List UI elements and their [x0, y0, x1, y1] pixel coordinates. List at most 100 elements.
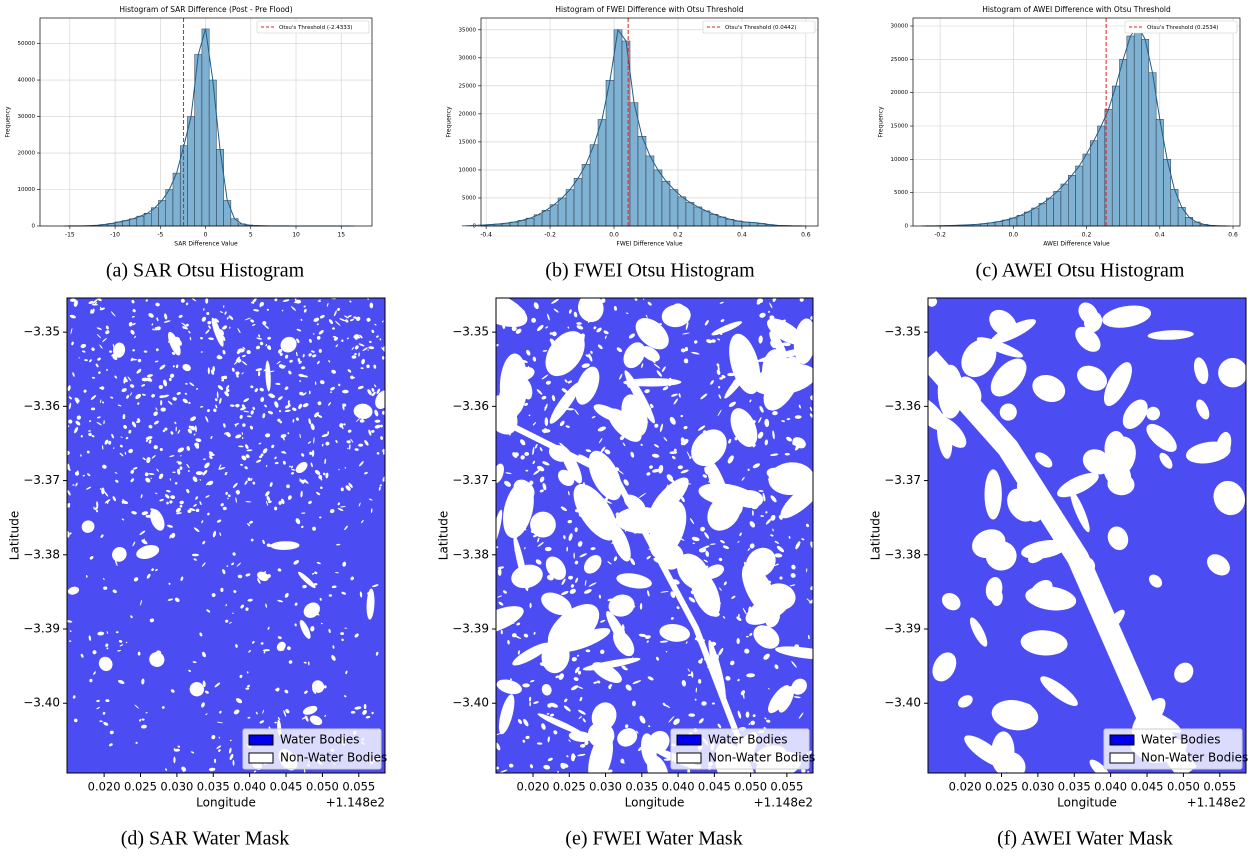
non-water-area	[290, 465, 294, 469]
non-water-area	[308, 338, 312, 343]
non-water-area	[302, 375, 308, 378]
non-water-area	[279, 352, 283, 356]
non-water-area	[125, 641, 128, 644]
non-water-area	[731, 595, 736, 599]
non-water-area	[541, 684, 552, 696]
non-water-area	[651, 516, 659, 521]
non-water-area	[185, 382, 188, 385]
non-water-area	[808, 339, 812, 343]
non-water-area	[96, 298, 102, 302]
non-water-area	[326, 302, 329, 307]
non-water-area	[191, 553, 199, 557]
non-water-area	[202, 540, 206, 545]
non-water-area	[266, 308, 270, 311]
non-water-area	[576, 334, 582, 338]
non-water-area	[758, 490, 764, 492]
non-water-area	[375, 651, 379, 656]
y-tick-label: 30000	[18, 114, 36, 120]
non-water-area	[617, 469, 624, 475]
map-raster	[496, 298, 813, 773]
non-water-area	[694, 340, 698, 344]
non-water-area	[98, 656, 113, 672]
non-water-area	[308, 353, 312, 357]
non-water-area	[590, 547, 596, 551]
non-water-area	[132, 541, 136, 547]
non-water-area	[316, 335, 321, 340]
non-water-area	[97, 631, 105, 636]
non-water-area	[75, 482, 78, 487]
non-water-area	[593, 326, 597, 330]
y-tick-label: −3.36	[452, 399, 489, 413]
non-water-area	[619, 548, 624, 550]
bar	[677, 196, 687, 227]
non-water-area	[518, 315, 524, 319]
non-water-area	[75, 420, 81, 426]
non-water-area	[801, 538, 805, 541]
non-water-area	[556, 639, 560, 643]
non-water-area	[211, 734, 216, 740]
non-water-area	[746, 673, 756, 678]
non-water-area	[691, 351, 700, 355]
non-water-area	[190, 751, 195, 754]
non-water-area	[565, 425, 570, 428]
bar	[637, 136, 647, 227]
non-water-area	[708, 480, 711, 483]
non-water-area	[537, 530, 545, 536]
non-water-area	[218, 467, 226, 470]
non-water-area	[763, 583, 796, 611]
non-water-area	[622, 442, 626, 447]
non-water-area	[269, 370, 275, 373]
non-water-area	[90, 407, 96, 411]
non-water-area	[176, 336, 180, 341]
non-water-area	[166, 501, 169, 505]
non-water-area	[652, 507, 658, 510]
kde-line	[925, 25, 1226, 227]
non-water-area	[274, 461, 279, 465]
legend-swatch	[676, 752, 702, 764]
non-water-area	[260, 642, 264, 645]
x-tick-label: 0.035	[1058, 780, 1091, 794]
non-water-area	[86, 486, 92, 490]
non-water-area	[544, 546, 552, 552]
non-water-area	[121, 388, 127, 393]
non-water-area	[532, 446, 535, 456]
non-water-area	[791, 338, 795, 342]
non-water-area	[560, 762, 569, 768]
non-water-area	[301, 716, 308, 720]
non-water-area	[225, 604, 228, 607]
non-water-area	[688, 713, 696, 717]
non-water-area	[749, 523, 756, 526]
non-water-area	[368, 346, 375, 350]
non-water-area	[588, 582, 597, 587]
non-water-area	[545, 380, 551, 385]
bar	[172, 172, 181, 227]
x-tick-label: 0	[204, 232, 208, 239]
non-water-area	[91, 308, 95, 314]
bar	[158, 200, 166, 227]
non-water-area	[341, 591, 347, 595]
non-water-area	[320, 622, 323, 625]
non-water-area	[332, 336, 337, 338]
non-water-area	[96, 416, 101, 419]
non-water-area	[590, 350, 593, 354]
non-water-area	[94, 302, 98, 305]
non-water-area	[176, 460, 179, 463]
non-water-area	[112, 496, 117, 502]
non-water-area	[331, 585, 337, 589]
non-water-area	[358, 443, 364, 447]
non-water-area	[737, 710, 742, 719]
non-water-area	[647, 676, 654, 681]
non-water-area	[195, 438, 202, 442]
bar	[1089, 140, 1098, 227]
non-water-area	[698, 425, 706, 431]
non-water-area	[278, 500, 282, 505]
non-water-area	[262, 320, 267, 326]
non-water-area	[770, 534, 774, 537]
non-water-area	[338, 383, 341, 387]
non-water-area	[228, 621, 232, 624]
non-water-area	[245, 501, 252, 503]
non-water-area	[345, 670, 348, 675]
non-water-area	[109, 730, 114, 735]
non-water-area	[216, 721, 224, 724]
non-water-area	[235, 497, 237, 503]
